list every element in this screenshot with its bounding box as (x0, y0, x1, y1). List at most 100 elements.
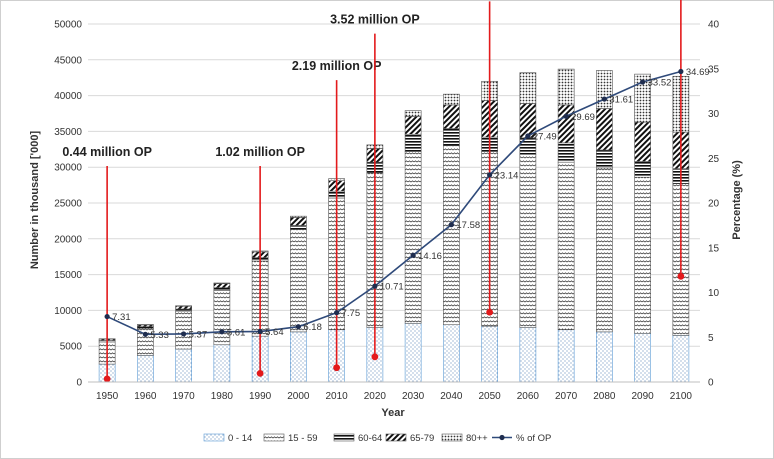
y2-tick-label: 40 (708, 20, 720, 31)
bar-segment (596, 70, 613, 109)
x-tick-label: 1970 (173, 391, 196, 402)
bar-segment (443, 93, 460, 106)
callout-marker (486, 308, 494, 316)
legend-label: % of OP (516, 433, 551, 444)
percentage-data-label: 33.52 (648, 77, 672, 88)
percentage-point (410, 252, 416, 258)
x-tick-label: 1960 (134, 391, 157, 402)
bar-segment (404, 151, 422, 324)
legend-label: 0 - 14 (228, 433, 252, 444)
percentage-data-label: 7.75 (342, 308, 361, 319)
bar-segment (519, 154, 537, 328)
percentage-point (487, 172, 493, 178)
callout-label: 2.19 million OP (292, 59, 382, 73)
bar-segment (557, 142, 575, 163)
y2-tick-label: 25 (708, 154, 720, 165)
y2-tick-label: 30 (708, 109, 720, 120)
y-tick-label: 30000 (54, 163, 82, 174)
x-tick-label: 1950 (96, 391, 119, 402)
callout-marker (677, 272, 685, 280)
x-tick-label: 2040 (440, 391, 463, 402)
bar-segment (290, 229, 307, 333)
y-tick-label: 10000 (54, 306, 82, 317)
y-tick-label: 15000 (54, 270, 82, 281)
bar-segment (596, 108, 613, 151)
bar-segment (557, 68, 575, 106)
percentage-point (104, 313, 110, 320)
bar-segment (175, 348, 192, 383)
percentage-point (334, 310, 340, 316)
x-tick-label: 2030 (402, 391, 425, 402)
bar-segment (290, 217, 307, 226)
bar-segment (213, 282, 231, 284)
bar-segment (175, 305, 192, 310)
percentage-data-label: 14.16 (418, 251, 442, 262)
y-tick-label: 20000 (54, 234, 82, 245)
percentage-point (448, 222, 454, 228)
percentage-data-label: 5.37 (189, 329, 208, 340)
percentage-data-label: 7.31 (112, 312, 131, 323)
percentage-point (295, 324, 301, 330)
bar-segment (290, 225, 307, 230)
callout-label: 1.02 million OP (215, 145, 305, 159)
percentage-data-label: 29.69 (571, 112, 595, 123)
bar-segment (404, 133, 422, 152)
percentage-line: 7.31 5.33 5.37 5.61 5.64 6.18 7.75 10.71 14.16 17… (104, 67, 710, 341)
bar-segment (634, 121, 651, 162)
bar-segment (557, 161, 575, 331)
percentage-point (678, 68, 684, 75)
legend: 0 - 14 15 - 59 60-64 65-79 80++ % of OP (203, 433, 551, 444)
y-tick-label: 0 (76, 378, 82, 389)
bar-segment (634, 73, 651, 123)
callout-label: 3.52 million OP (330, 13, 420, 27)
x-tick-label: 2010 (326, 391, 349, 402)
bar-segment (213, 283, 231, 289)
x-tick-label: 2100 (670, 391, 693, 402)
x-tick-label: 2060 (517, 391, 540, 402)
percentage-line-path (106, 70, 682, 336)
bar-segment (404, 322, 422, 383)
bar-segment (443, 128, 460, 147)
bar-segment (290, 331, 307, 383)
bar-segment (213, 344, 231, 383)
y-tick-label: 5000 (60, 342, 83, 353)
y-axis-title: Number in thousand ['000] (29, 131, 41, 270)
bar-segment (596, 149, 613, 169)
bar-segment (443, 324, 460, 383)
callout-marker (371, 353, 379, 361)
y-tick-label: 50000 (54, 20, 82, 31)
legend-label: 65-79 (410, 433, 434, 444)
bar-segment (557, 104, 575, 144)
bar-segment (481, 325, 498, 383)
callout-marker (103, 375, 111, 383)
percentage-data-label: 23.14 (495, 170, 519, 181)
bar-segment (519, 72, 537, 104)
percentage-data-label: 6.18 (303, 322, 322, 333)
y2-tick-label: 20 (708, 199, 720, 210)
bar-segment (634, 176, 651, 334)
y-tick-label: 35000 (54, 127, 82, 138)
x-tick-label: 1990 (249, 391, 272, 402)
legend-label: 80++ (466, 433, 488, 444)
y2-tick-label: 35 (708, 64, 720, 75)
legend-swatch (203, 433, 225, 442)
percentage-point (181, 331, 187, 337)
y2-axis-title: Percentage (%) (731, 160, 743, 240)
percentage-point (601, 96, 607, 102)
percentage-point (563, 113, 569, 119)
percentage-data-label: 31.61 (609, 95, 633, 106)
bar-segment (137, 355, 154, 383)
legend-line-marker (499, 434, 505, 441)
legend-swatch (441, 433, 463, 442)
bar-segment (213, 287, 231, 291)
percentage-point (372, 283, 378, 289)
bar-segment (443, 104, 460, 129)
bar-segment (404, 110, 422, 117)
bar-segment (672, 335, 690, 383)
callouts: 0.44 million OP 1.02 million OP 2.19 milli… (62, 0, 685, 383)
y2-tick-label: 10 (708, 288, 720, 299)
x-tick-label: 2050 (479, 391, 502, 402)
y2-tick-label: 0 (708, 378, 714, 389)
